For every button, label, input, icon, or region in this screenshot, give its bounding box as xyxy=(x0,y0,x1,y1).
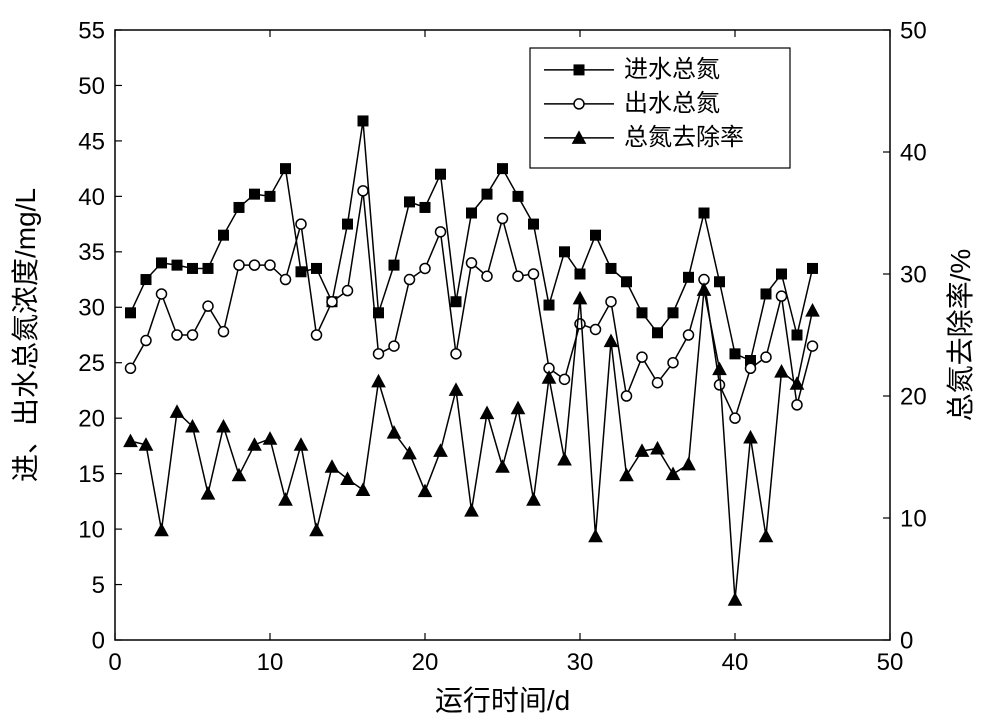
y-left-tick-label: 5 xyxy=(92,572,105,599)
y-left-tick-label: 40 xyxy=(78,184,105,211)
legend-label-effluent: 出水总氮 xyxy=(624,90,720,117)
plot-frame xyxy=(115,30,890,640)
y-right-tick-label: 0 xyxy=(900,627,913,654)
y-left-axis-label: 进、出水总氮浓度/mg/L xyxy=(10,188,41,482)
series-influent xyxy=(126,116,818,366)
y-left-tick-label: 20 xyxy=(78,406,105,433)
y-left-tick-label: 45 xyxy=(78,128,105,155)
y-left-tick-label: 35 xyxy=(78,239,105,266)
y-left-tick-label: 50 xyxy=(78,73,105,100)
y-right-axis-label: 总氮去除率/% xyxy=(945,249,976,422)
y-right-tick-label: 20 xyxy=(900,383,927,410)
chart-container: 0 10 20 30 40 50 运行时间/d 0 5 10 15 20 25 30 35 40 45 50 55 进… xyxy=(0,0,1000,727)
y-left-tick-label: 25 xyxy=(78,350,105,377)
y-right-tick-label: 40 xyxy=(900,139,927,166)
y-right-tick-label: 10 xyxy=(900,505,927,532)
y-right-tick-label: 50 xyxy=(900,17,927,44)
x-axis-label: 运行时间/d xyxy=(435,685,570,716)
y-right-tick-label: 30 xyxy=(900,261,927,288)
y-left-tick-label: 15 xyxy=(78,461,105,488)
y-left-tick-label: 30 xyxy=(78,295,105,322)
series-effluent xyxy=(126,186,818,423)
x-tick-label: 20 xyxy=(412,649,439,676)
y-left-tick-label: 55 xyxy=(78,17,105,44)
legend-label-influent: 进水总氮 xyxy=(624,56,720,83)
y-left-tick-label: 10 xyxy=(78,516,105,543)
legend-label-removal: 总氮去除率 xyxy=(624,124,744,151)
x-tick-label: 0 xyxy=(108,649,121,676)
x-tick-label: 10 xyxy=(257,649,284,676)
x-tick-label: 40 xyxy=(722,649,749,676)
legend: 进水总氮出水总氮总氮去除率 xyxy=(530,48,790,168)
chart-svg: 0 10 20 30 40 50 运行时间/d 0 5 10 15 20 25 30 35 40 45 50 55 进… xyxy=(0,0,1000,727)
y-left-tick-label: 0 xyxy=(92,627,105,654)
x-tick-label: 30 xyxy=(567,649,594,676)
